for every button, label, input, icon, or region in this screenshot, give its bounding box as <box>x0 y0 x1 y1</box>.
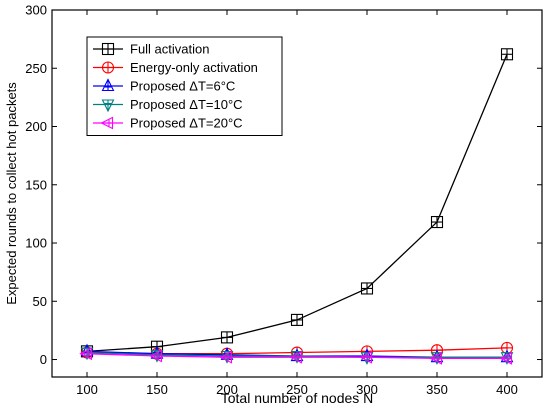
x-tick-label: 100 <box>76 382 98 397</box>
x-tick-label: 250 <box>286 382 308 397</box>
series-4 <box>79 347 513 365</box>
legend-entry: Proposed ΔT=20°C <box>130 116 243 131</box>
y-tick-label: 100 <box>25 236 47 251</box>
series-layer <box>79 48 514 365</box>
legend: Full activation Energy-only activation Pro… <box>86 36 283 136</box>
y-tick-label: 300 <box>25 3 47 18</box>
x-tick-label: 300 <box>356 382 378 397</box>
y-tick-label: 150 <box>25 177 47 192</box>
legend-marker <box>101 42 115 56</box>
y-tick-label: 0 <box>40 352 47 367</box>
data-point <box>360 282 374 295</box>
x-tick-label: 350 <box>426 382 448 397</box>
legend-entry: Full activation <box>130 42 209 57</box>
legend-entry: Proposed ΔT=10°C <box>130 97 243 112</box>
ticks-layer: 100 150 200 250 300 350 400 0 50 100 150 200 250 300 <box>25 3 542 397</box>
legend-entry: Energy-only activation <box>130 60 258 75</box>
data-point <box>290 313 304 326</box>
y-tick-label: 200 <box>25 119 47 134</box>
legend-entry: Proposed ΔT=6°C <box>130 79 235 94</box>
data-point <box>499 351 513 365</box>
data-point <box>220 331 234 344</box>
x-tick-label: 400 <box>496 382 518 397</box>
data-point <box>149 349 163 363</box>
x-axis-label: Total number of nodes N <box>221 390 374 406</box>
data-point <box>500 48 514 61</box>
legend-marker <box>101 78 115 92</box>
legend-marker <box>101 61 115 74</box>
data-point <box>430 215 444 229</box>
x-tick-label: 200 <box>216 382 238 397</box>
data-point <box>219 350 233 364</box>
data-point <box>79 347 93 361</box>
data-point <box>359 350 373 364</box>
data-point <box>429 351 443 365</box>
y-tick-label: 250 <box>25 61 47 76</box>
plot-frame <box>51 9 543 378</box>
legend-marker <box>101 99 115 113</box>
data-point <box>289 350 303 364</box>
y-axis-label: Expected rounds to collect hot packets <box>4 82 19 305</box>
y-tick-label: 50 <box>33 294 47 309</box>
legend-marker <box>100 116 114 130</box>
x-tick-label: 150 <box>146 382 168 397</box>
